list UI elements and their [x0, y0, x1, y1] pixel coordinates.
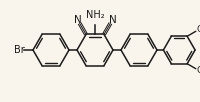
Text: O: O	[196, 67, 200, 75]
Text: Br: Br	[14, 45, 24, 55]
Text: N: N	[109, 15, 116, 25]
Text: N: N	[74, 15, 81, 25]
Text: O: O	[196, 25, 200, 34]
Text: NH₂: NH₂	[86, 10, 104, 20]
